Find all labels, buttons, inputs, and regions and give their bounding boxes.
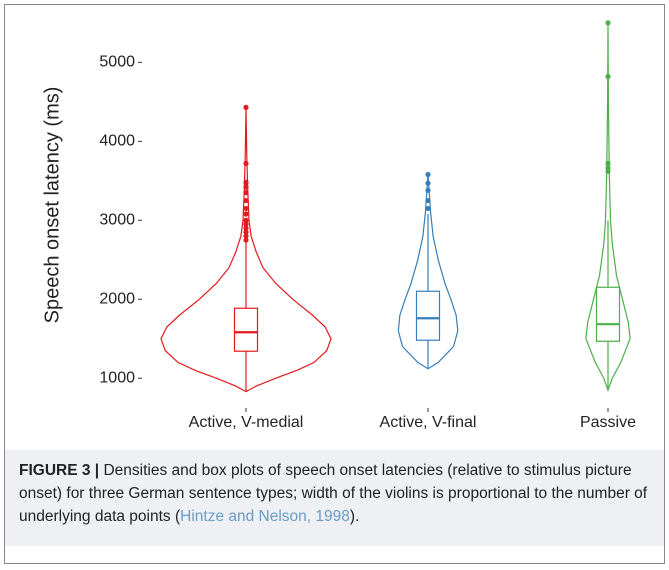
box	[595, 286, 621, 342]
y-tick-label: 3000	[99, 212, 135, 229]
figure: Speech onset latency (ms) 1000 2000 3000 40…	[4, 4, 665, 564]
caption-text: Densities and box plots of speech onset …	[19, 462, 648, 525]
y-tick-label: 1000	[99, 369, 135, 386]
caption: FIGURE 3 | Densities and box plots of sp…	[5, 450, 664, 546]
outlier	[243, 225, 249, 231]
outlier	[243, 184, 249, 190]
outlier	[425, 180, 431, 186]
y-tick-label: 4000	[99, 133, 135, 150]
caption-citation: Hintze and Nelson, 1998	[180, 508, 350, 525]
outlier	[605, 168, 611, 174]
x-tick-label: Passive	[580, 414, 636, 431]
outlier	[243, 229, 249, 235]
outlier	[243, 179, 249, 185]
outlier	[605, 20, 611, 26]
y-tick-label: 2000	[99, 290, 135, 307]
x-tick-label: Active, V-final	[380, 414, 477, 431]
box	[415, 290, 441, 341]
outlier	[243, 104, 249, 110]
outlier	[425, 205, 431, 212]
y-axis-label: Speech onset latency (ms)	[41, 87, 63, 324]
outlier	[243, 237, 249, 243]
outlier	[605, 73, 611, 80]
outlier	[425, 187, 431, 193]
outlier	[243, 233, 249, 239]
caption-end: ).	[349, 508, 360, 525]
outlier	[605, 160, 611, 167]
outlier	[243, 160, 249, 167]
outlier	[243, 197, 249, 204]
outlier	[243, 205, 249, 212]
caption-label: FIGURE 3 |	[19, 462, 100, 479]
outlier	[425, 197, 431, 204]
outlier	[243, 221, 249, 227]
outlier	[243, 217, 249, 223]
outlier	[425, 171, 431, 178]
outlier	[243, 211, 249, 217]
x-tick-label: Active, V-medial	[189, 414, 304, 431]
box	[233, 307, 259, 352]
chart: Speech onset latency (ms) 1000 2000 3000 40…	[41, 20, 636, 431]
y-tick-label: 5000	[99, 54, 135, 71]
outlier	[243, 190, 249, 196]
